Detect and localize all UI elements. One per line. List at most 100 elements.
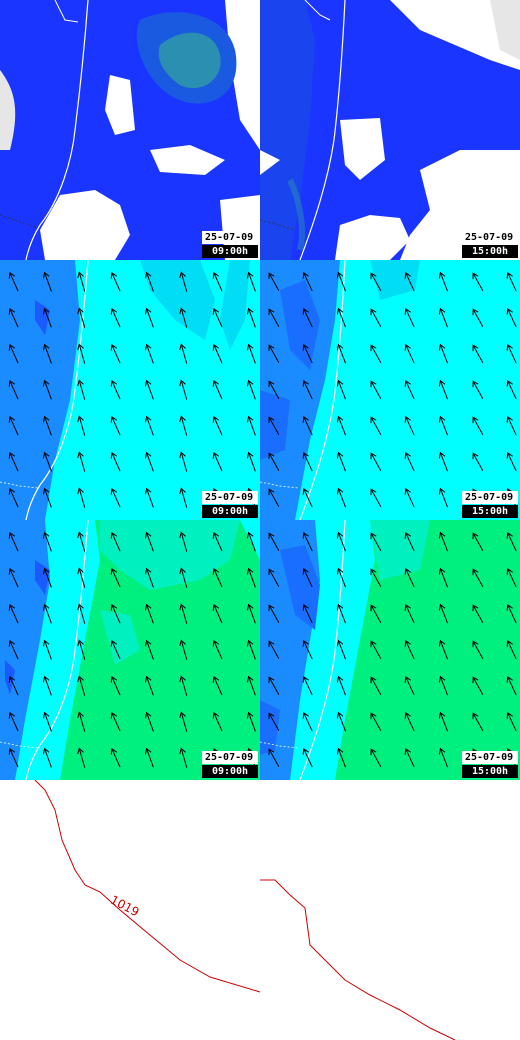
wind-arrow-icon <box>506 712 517 732</box>
forecast-time: 15:00h <box>462 245 518 258</box>
wind-arrow-icon <box>268 488 280 507</box>
wind-arrow-icon <box>404 344 415 364</box>
wind-arrow-icon <box>110 271 121 292</box>
wind-arrow-icon <box>336 271 347 292</box>
wind-arrow-icon <box>336 711 347 732</box>
wind-arrow-icon <box>472 380 484 399</box>
wind-arrow-icon <box>506 380 517 400</box>
wind-arrow-icon <box>110 307 121 328</box>
wind-arrow-icon <box>336 531 347 552</box>
timestamp-label: 25-07-09 09:00h <box>202 751 258 778</box>
wind-arrow-icon <box>438 711 449 732</box>
wind-arrow-icon <box>302 604 313 624</box>
wind-arrow-icon <box>370 532 382 551</box>
wind-arrow-icon <box>110 343 121 364</box>
wind-arrow-icon <box>472 604 484 623</box>
wind-arrow-icon <box>144 747 154 768</box>
wind-arrow-icon <box>404 568 415 588</box>
wind-arrow-icon <box>8 675 19 696</box>
wind-arrow-icon <box>302 568 313 588</box>
wind-arrow-icon <box>268 532 280 551</box>
wind-arrow-icon <box>42 307 52 328</box>
wind-arrow-icon <box>110 415 121 436</box>
wind-arrow-icon <box>77 343 86 364</box>
wind-arrow-icon <box>370 712 382 731</box>
wind-arrow-icon <box>77 307 86 328</box>
forecast-time: 09:00h <box>202 505 258 518</box>
wind-arrow-icon <box>370 568 382 587</box>
wind-arrow-icon <box>77 675 86 696</box>
wind-arrow-icon <box>472 452 484 471</box>
wind-arrow-icon <box>472 568 484 587</box>
wind-arrow-icon <box>179 639 188 660</box>
wind-arrow-icon <box>212 531 223 552</box>
wind-arrow-icon <box>438 639 449 660</box>
wind-arrow-icon <box>268 748 280 767</box>
wind-arrow-icon <box>506 344 517 364</box>
wind-arrow-icon <box>472 416 484 435</box>
wind-arrow-icon <box>179 343 188 364</box>
wind-arrow-icon <box>404 604 415 624</box>
forecast-date: 25-07-09 <box>462 491 518 504</box>
wind-arrow-icon <box>8 307 19 328</box>
wind-arrow-icon <box>212 415 223 436</box>
wind-arrow-icon <box>110 451 121 472</box>
wind-arrow-icon <box>42 451 52 472</box>
wind-arrow-icon <box>336 451 347 472</box>
wind-arrow-icon <box>268 712 280 731</box>
wind-arrow-icon <box>110 531 121 552</box>
wind-arrow-icon <box>42 603 52 624</box>
clouds-map-panel-0900: 25-07-09 09:00h <box>0 0 260 260</box>
wind-arrow-icon <box>179 307 188 328</box>
forecast-time: 09:00h <box>202 765 258 778</box>
wind-arrow-icon <box>302 532 313 552</box>
wind-map-panel-1500: 25-07-09 15:00h <box>260 260 520 520</box>
wind-arrow-icon <box>506 272 517 292</box>
wind-arrow-icon <box>472 308 484 327</box>
wind-arrow-icon <box>246 639 256 660</box>
wind-arrow-icon <box>179 451 188 472</box>
wind-arrow-icon <box>370 308 382 327</box>
wind-arrow-icon <box>179 675 188 696</box>
wind-arrow-icon <box>144 415 154 436</box>
wind-arrow-icon <box>42 531 52 552</box>
wind-arrow-icon <box>506 604 517 624</box>
wind-arrow-icon <box>370 272 382 291</box>
wind-arrow-icon <box>302 308 313 328</box>
wind-arrow-icon <box>8 415 19 436</box>
wind-arrow-icon <box>268 568 280 587</box>
wind-arrow-icon <box>336 603 347 624</box>
wind-arrow-icon <box>246 343 256 364</box>
wind-arrow-icon <box>438 271 449 292</box>
wind-arrow-icon <box>77 711 86 732</box>
wind-arrow-icon <box>336 639 347 660</box>
wind-arrow-icon <box>179 379 188 400</box>
wind-arrow-icon <box>77 451 86 472</box>
wind-arrow-icon <box>212 451 223 472</box>
wind-arrow-icon <box>404 640 415 660</box>
wind-arrow-icon <box>506 308 517 328</box>
wind-arrow-icon <box>336 747 347 768</box>
wind-arrow-icon <box>438 343 449 364</box>
wind-arrow-icon <box>438 307 449 328</box>
wind-arrow-icon <box>472 272 484 291</box>
wind-arrow-icon <box>268 344 280 363</box>
wind-arrow-icon <box>438 603 449 624</box>
wind-arrow-icon <box>144 379 154 400</box>
wind-arrow-icon <box>302 452 313 472</box>
wind-arrow-icon <box>110 675 121 696</box>
wind-arrow-icon <box>77 567 86 588</box>
wind-arrow-icon <box>302 344 313 364</box>
wind-arrow-icon <box>302 748 313 768</box>
wind-arrow-icon <box>144 603 154 624</box>
wind-arrow-icon <box>110 379 121 400</box>
forecast-time: 15:00h <box>462 765 518 778</box>
wind-arrow-icon <box>506 676 517 696</box>
wind-arrow-icon <box>438 487 449 508</box>
wind-arrow-icon <box>404 380 415 400</box>
wind-arrow-icon <box>8 603 19 624</box>
wind-arrow-icon <box>212 307 223 328</box>
wind-arrow-icon <box>179 415 188 436</box>
wind-arrow-icon <box>212 271 223 292</box>
wind-arrow-icon <box>268 452 280 471</box>
